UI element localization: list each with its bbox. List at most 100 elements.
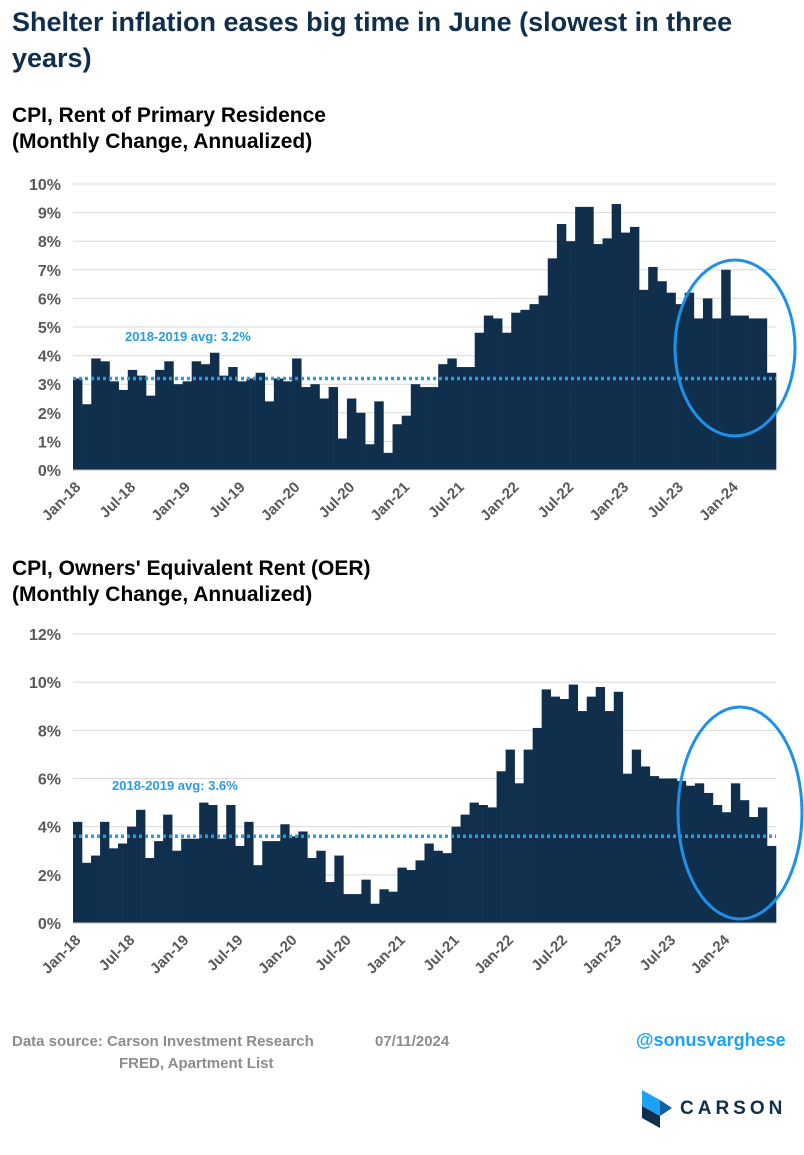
x-tick-label: Jul-20 — [316, 479, 359, 522]
bar — [712, 804, 723, 923]
x-tick-label: Jul-19 — [204, 932, 247, 975]
x-tick-label: Jan-21 — [367, 479, 413, 525]
y-tick-label: 10% — [29, 177, 61, 194]
chart2-title-line2: (Monthly Change, Annualized) — [12, 583, 313, 606]
bar — [319, 398, 329, 470]
bar — [640, 766, 651, 923]
bar — [419, 387, 430, 470]
bar — [100, 361, 110, 470]
bar — [253, 865, 263, 923]
bar — [505, 749, 515, 923]
bar — [127, 369, 138, 470]
bar — [235, 845, 245, 923]
bar — [748, 318, 759, 470]
bar — [649, 776, 660, 923]
bar — [346, 398, 357, 470]
x-tick-label: Jan-23 — [579, 932, 625, 978]
bar — [173, 384, 183, 470]
bar — [271, 841, 281, 923]
bar — [584, 206, 594, 470]
bar — [209, 352, 220, 470]
chart1-title-line2: (Monthly Change, Annualized) — [12, 130, 313, 153]
bar — [118, 389, 129, 470]
bar — [199, 802, 209, 923]
bar — [577, 711, 588, 923]
y-tick-label: 8% — [38, 723, 61, 740]
bar — [298, 831, 308, 923]
bar — [388, 891, 398, 923]
y-tick-label: 7% — [38, 263, 61, 280]
y-tick-label: 9% — [38, 206, 61, 223]
bar — [559, 699, 570, 923]
bar — [514, 783, 524, 923]
bar — [316, 850, 326, 923]
bar — [343, 894, 353, 923]
bar — [456, 367, 466, 470]
bar — [246, 378, 256, 470]
bar — [255, 372, 266, 470]
bar — [460, 814, 470, 923]
bar — [474, 332, 485, 470]
bar — [631, 749, 642, 923]
bar — [289, 836, 299, 923]
highlight-circle — [676, 705, 804, 921]
bar — [568, 684, 579, 923]
x-tick-label: Jan-22 — [477, 479, 523, 525]
bar — [424, 843, 434, 923]
bar — [352, 894, 362, 923]
bar — [219, 375, 229, 470]
bar — [217, 838, 227, 923]
y-tick-label: 0% — [38, 463, 61, 480]
bar — [337, 438, 348, 470]
bar — [164, 361, 174, 470]
headline: Shelter inflation eases big time in June… — [12, 7, 733, 73]
bar — [415, 860, 425, 923]
bar — [334, 855, 344, 923]
bar — [109, 381, 119, 470]
bar — [730, 783, 741, 923]
x-tick-label: Jul-23 — [637, 932, 680, 975]
source-date: 07/11/2024 — [375, 1033, 450, 1050]
bar — [478, 804, 488, 923]
average-label: 2018-2019 avg: 3.2% — [125, 329, 251, 344]
bar — [379, 889, 389, 923]
bar — [136, 375, 147, 470]
bar — [685, 785, 696, 923]
bar — [237, 381, 247, 470]
oer-chart: 0% 2% 4% 6% 8% 10% 12% Jan-18 Jul-18 Jan-19 Jul-19… — [29, 627, 804, 978]
x-tick-label: Jul-21 — [425, 479, 468, 522]
bar — [766, 845, 777, 923]
bar — [703, 792, 714, 923]
bar — [465, 367, 476, 470]
logo-text: CARSON — [680, 1098, 787, 1119]
x-tick-label: Jan-18 — [39, 932, 85, 978]
x-tick-label: Jul-18 — [96, 932, 139, 975]
bar — [667, 778, 678, 923]
bar — [523, 749, 533, 923]
bar — [109, 848, 119, 923]
x-tick-label: Jan-24 — [688, 931, 734, 977]
x-tick-label: Jul-20 — [312, 932, 355, 975]
bar — [273, 378, 284, 470]
bar — [447, 358, 457, 470]
bar — [757, 807, 768, 923]
bar — [721, 812, 732, 923]
bar — [191, 361, 202, 470]
bar — [383, 452, 393, 470]
bar — [280, 824, 290, 923]
bar — [365, 444, 375, 470]
bar — [310, 384, 320, 470]
bar — [602, 238, 612, 470]
bar — [550, 696, 560, 923]
bar — [100, 821, 110, 923]
bar — [556, 224, 567, 470]
bar — [451, 826, 461, 923]
x-tick-label: Jan-18 — [39, 479, 85, 525]
y-tick-label: 3% — [38, 377, 61, 394]
bar — [739, 315, 749, 470]
x-tick-label: Jan-21 — [363, 932, 409, 978]
chart1-title: CPI, Rent of Primary Residence (Monthly … — [12, 103, 572, 155]
bar — [469, 802, 479, 923]
bar — [684, 292, 695, 470]
bar — [325, 882, 335, 923]
